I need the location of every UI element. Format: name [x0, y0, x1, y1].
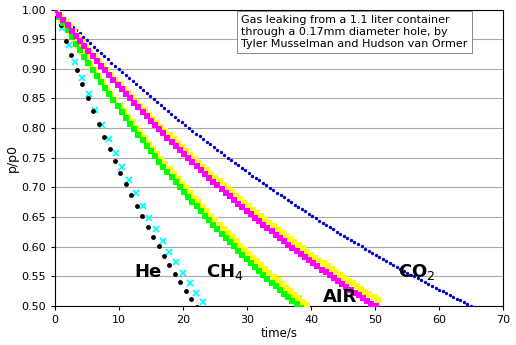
Text: CH$_4$: CH$_4$ [206, 262, 244, 282]
Text: He: He [134, 263, 162, 280]
Text: AIR: AIR [323, 288, 357, 306]
X-axis label: time/s: time/s [261, 326, 298, 339]
Text: CO$_2$: CO$_2$ [398, 262, 436, 282]
Text: Gas leaking from a 1.1 liter container
through a 0.17mm diameter hole, by
Tyler : Gas leaking from a 1.1 liter container t… [241, 16, 467, 49]
Y-axis label: p/p0: p/p0 [6, 144, 19, 172]
